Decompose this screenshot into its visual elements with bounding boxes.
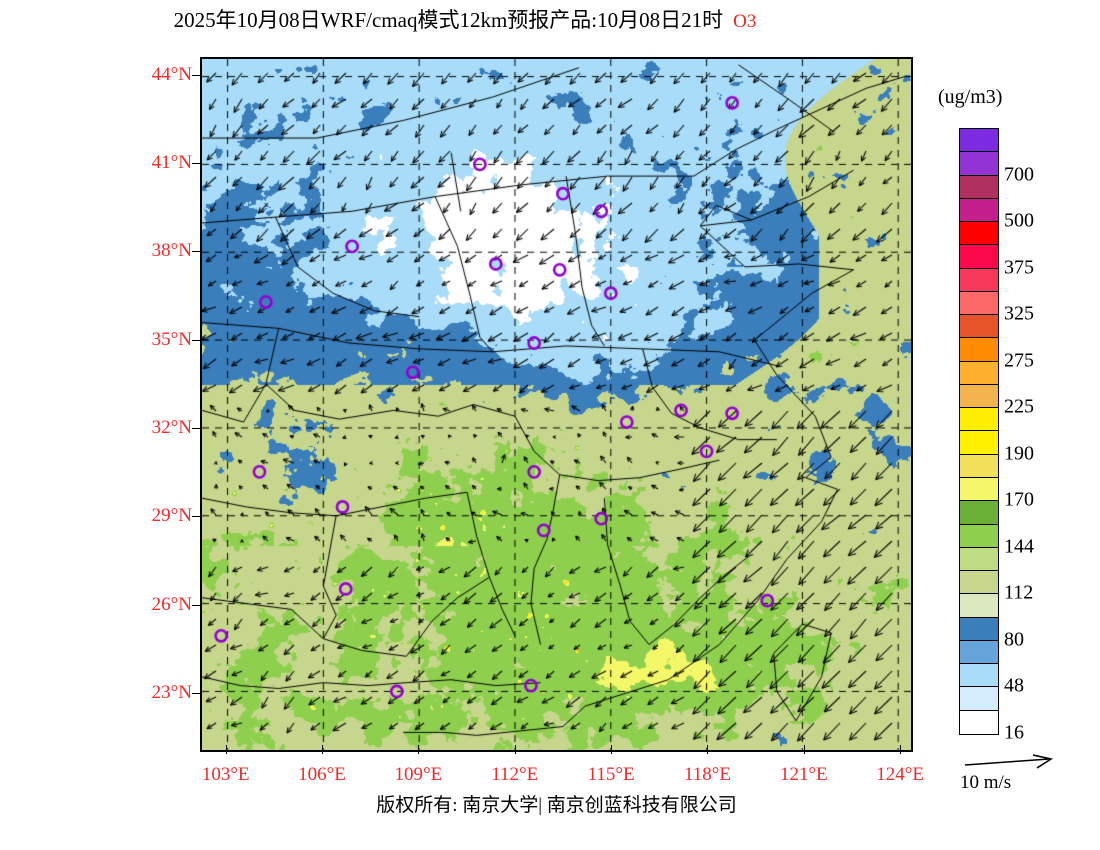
latitude-axis: 44°N 41°N 38°N 35°N 32°N 29°N 26°N 23°N [110, 57, 201, 752]
lat-tick-mark [192, 693, 201, 695]
lat-tick-mark [192, 516, 201, 518]
lat-tick-label: 44°N [151, 63, 192, 85]
title-text: 2025年10月08日WRF/cmaq模式12km预报产品:10月08日21时 [173, 8, 724, 32]
lat-tick-label: 23°N [151, 682, 192, 704]
colorbar-swatch[interactable] [960, 524, 998, 548]
ozone-concentration-field [202, 59, 911, 750]
wind-arrow-icon [964, 754, 1054, 769]
map-plot-area[interactable] [200, 57, 913, 752]
colorbar-swatch[interactable] [960, 245, 998, 269]
lon-tick-mark [900, 745, 902, 754]
colorbar-swatch[interactable] [960, 501, 998, 525]
lon-tick-label: 124°E [876, 764, 924, 785]
colorbar-swatch[interactable] [960, 315, 998, 339]
colorbar-tick-label: 500 [1004, 209, 1034, 232]
colorbar-swatch[interactable] [960, 477, 998, 502]
colorbar-swatch[interactable] [960, 664, 998, 688]
lon-tick-mark [707, 745, 709, 754]
lon-tick-label: 103°E [201, 764, 250, 785]
lat-tick-mark [192, 428, 201, 430]
colorbar-swatch[interactable] [960, 175, 998, 199]
colorbar-tick-label: 190 [1004, 442, 1034, 465]
colorbar-tick-label: 275 [1004, 349, 1034, 372]
colorbar-tick-labels: 700 500 375 325 275 225 190 170 144 112 80 48 16 [1004, 128, 1096, 743]
colorbar-swatch[interactable] [960, 640, 998, 665]
colorbar-tick-label: 225 [1004, 395, 1034, 418]
colorbar-swatch[interactable] [960, 431, 998, 455]
lat-tick-label: 38°N [151, 240, 192, 262]
lon-tick-mark [803, 745, 805, 754]
colorbar-swatch[interactable] [960, 547, 998, 572]
colorbar-swatch[interactable] [960, 617, 998, 641]
wind-scale-label: 10 m/s [960, 772, 1012, 793]
lat-tick-mark [192, 604, 201, 606]
colorbar-swatch[interactable] [960, 710, 998, 734]
colorbar-swatch[interactable] [960, 384, 998, 409]
lat-tick-label: 32°N [151, 417, 192, 439]
colorbar-swatch[interactable] [960, 687, 998, 711]
lon-tick-label: 118°E [683, 764, 731, 785]
lon-tick-label: 109°E [394, 764, 443, 785]
colorbar-tick-label: 144 [1004, 535, 1034, 558]
colorbar-swatch[interactable] [960, 594, 998, 618]
colorbar-swatch[interactable] [960, 291, 998, 316]
colorbar-tick-label: 112 [1004, 581, 1034, 604]
lon-tick-label: 106°E [298, 764, 346, 785]
longitude-axis: 103°E 106°E 109°E 112°E 115°E 118°E 121°E 124°E [200, 745, 924, 794]
lat-tick-label: 41°N [151, 152, 192, 174]
lon-tick-label: 121°E [779, 764, 828, 785]
lat-tick-mark [192, 251, 201, 253]
colorbar-tick-label: 48 [1004, 674, 1024, 697]
colorbar-swatch[interactable] [960, 268, 998, 292]
colorbar-swatch[interactable] [960, 408, 998, 432]
colorbar-tick-label: 170 [1004, 488, 1034, 511]
lat-tick-mark [192, 339, 201, 341]
colorbar-tick-label: 325 [1004, 302, 1034, 325]
colorbar-swatch[interactable] [960, 338, 998, 362]
colorbar-units-label: (ug/m3) [938, 86, 1003, 108]
colorbar-tick-label: 16 [1004, 721, 1024, 744]
colorbar-swatch[interactable] [960, 454, 998, 478]
lon-tick-mark [514, 745, 516, 754]
colorbar-swatch[interactable] [960, 129, 998, 153]
lon-tick-label: 115°E [587, 764, 635, 785]
colorbar-swatch[interactable] [960, 222, 998, 246]
lat-tick-label: 26°N [151, 593, 192, 615]
colorbar[interactable] [959, 128, 999, 735]
lon-tick-mark [322, 745, 324, 754]
lon-tick-mark [225, 745, 227, 754]
page-title: 2025年10月08日WRF/cmaq模式12km预报产品:10月08日21时 O… [0, 4, 930, 34]
copyright-footer: 版权所有: 南京大学| 南京创蓝科技有限公司 [376, 795, 737, 816]
wind-scale-legend: 10 m/s [960, 752, 1090, 798]
lon-tick-mark [611, 745, 613, 754]
colorbar-tick-label: 375 [1004, 256, 1034, 279]
colorbar-swatch[interactable] [960, 361, 998, 385]
lon-tick-mark [418, 745, 420, 754]
colorbar-swatch[interactable] [960, 571, 998, 595]
lat-tick-mark [192, 163, 201, 165]
lon-tick-label: 112°E [491, 764, 539, 785]
colorbar-tick-label: 700 [1004, 163, 1034, 186]
colorbar-tick-label: 80 [1004, 628, 1024, 651]
species-label: O3 [733, 11, 757, 32]
colorbar-swatch[interactable] [960, 152, 998, 176]
colorbar-swatch[interactable] [960, 198, 998, 223]
lat-tick-label: 29°N [151, 505, 192, 527]
lat-tick-label: 35°N [151, 328, 192, 350]
lat-tick-mark [192, 74, 201, 76]
